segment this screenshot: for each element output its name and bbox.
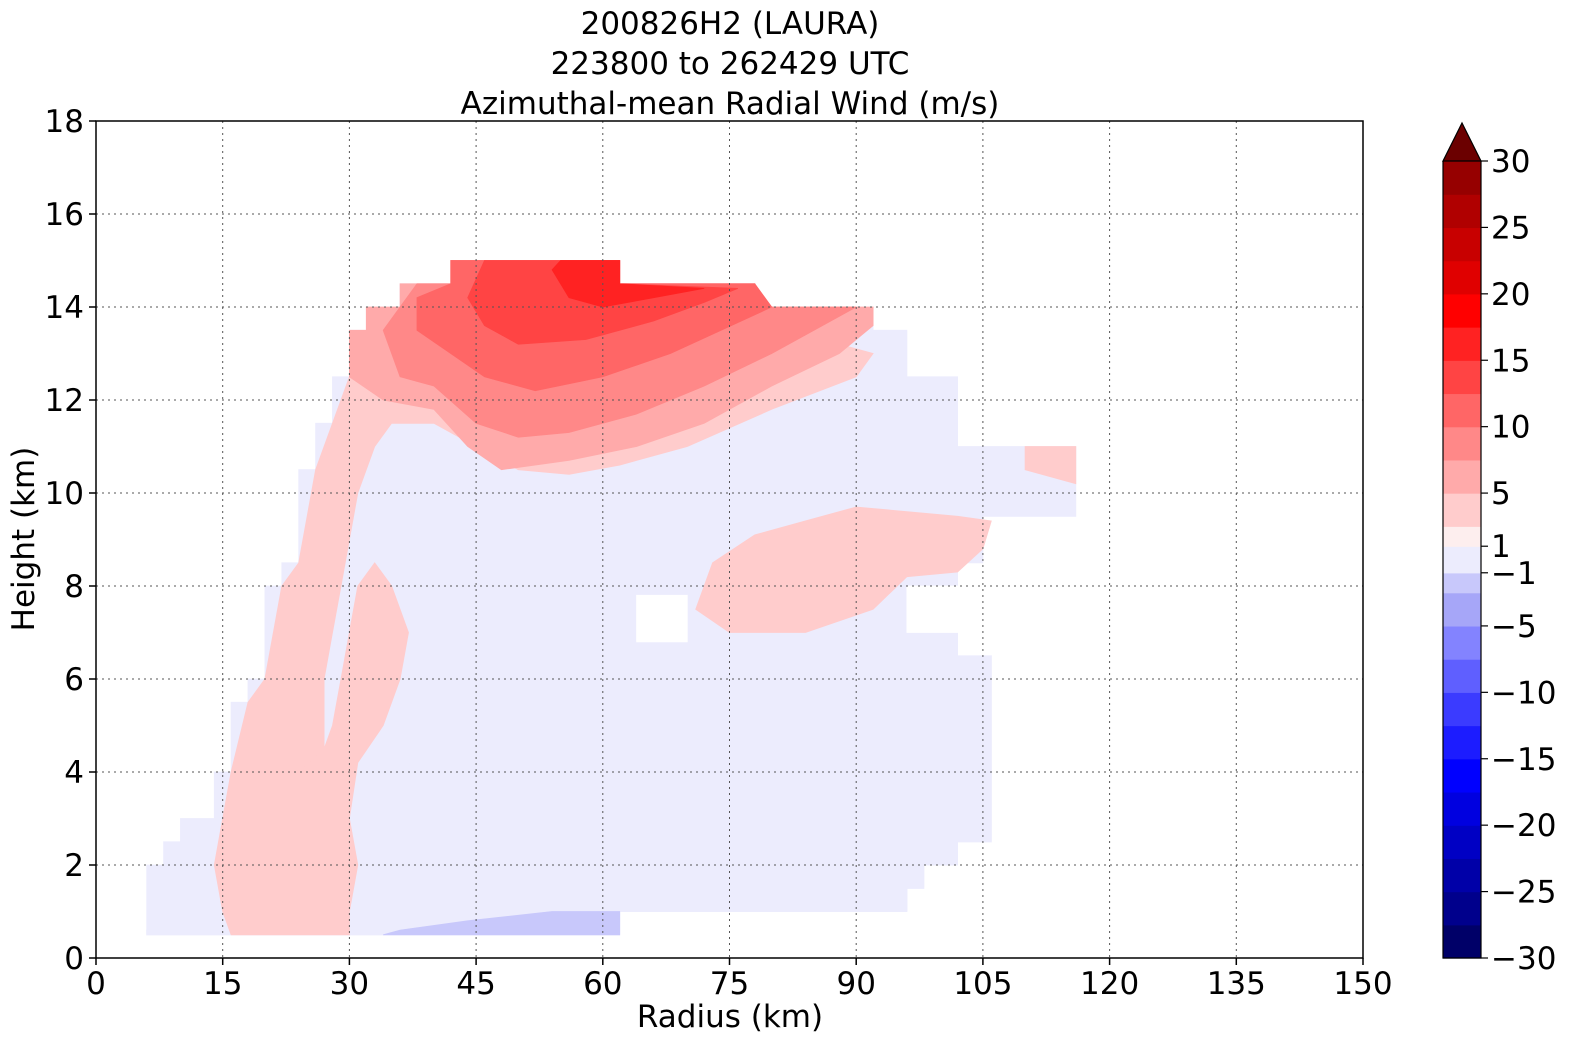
colorbar-tick-label: −15	[1491, 742, 1556, 778]
y-tick-label: 18	[45, 104, 84, 140]
colorbar-tick-label: −1	[1491, 556, 1537, 592]
colorbar-segment	[1443, 227, 1481, 262]
colorbar-segment	[1443, 758, 1481, 793]
colorbar-segment	[1443, 572, 1481, 594]
contour-region-8	[1024, 446, 1077, 485]
colorbar-segment	[1443, 360, 1481, 395]
colorbar-segment	[1443, 493, 1481, 527]
x-tick-label: 75	[710, 966, 749, 1002]
x-tick-label: 60	[583, 966, 622, 1002]
contour-region-7	[695, 506, 992, 633]
colorbar-segment	[1443, 858, 1481, 893]
contour-region-4	[383, 911, 621, 936]
x-tick-label: 90	[836, 966, 875, 1002]
colorbar-segment	[1443, 725, 1481, 760]
x-tick-label: 45	[456, 966, 495, 1002]
contour-region-3	[568, 376, 875, 536]
colorbar-segment	[1443, 459, 1481, 494]
colorbar-tick-label: 1	[1491, 529, 1511, 565]
y-axis-label: Height (km)	[6, 447, 42, 632]
chart-title: 200826H2 (LAURA) 223800 to 262429 UTC Az…	[461, 6, 1000, 122]
colorbar-segment	[1443, 625, 1481, 660]
x-tick-label: 105	[953, 966, 1012, 1002]
colorbar-tick-label: −5	[1491, 609, 1537, 645]
missing-data-region-0	[636, 594, 688, 643]
missing-data-region-1	[906, 585, 958, 633]
contour-region-2	[391, 762, 494, 857]
y-axis-ticks: 0 2 4 6 8 10 12 14 16 18	[45, 104, 96, 977]
contour-region-5	[213, 269, 874, 936]
colorbar-segment	[1443, 260, 1481, 295]
y-tick-label: 10	[45, 476, 84, 512]
x-tick-label: 15	[203, 966, 242, 1002]
colorbar-tick-label: 30	[1491, 144, 1530, 180]
colorbar-segment	[1443, 161, 1481, 195]
colorbar-tick-label: −25	[1491, 875, 1556, 911]
colorbar-segment	[1443, 194, 1481, 229]
colorbar-tick-label: 5	[1491, 476, 1511, 512]
colorbar-segment	[1443, 393, 1481, 428]
colorbar-segment	[1443, 526, 1481, 547]
colorbar-segment	[1443, 592, 1481, 627]
grid-lines	[96, 121, 1363, 958]
contour-region-13	[551, 260, 705, 308]
colorbar-tick-label: 20	[1491, 277, 1530, 313]
colorbar-segment	[1443, 327, 1481, 361]
x-tick-label: 150	[1333, 966, 1392, 1002]
colorbar-extend-triangle	[1442, 121, 1482, 162]
colorbar-segment	[1443, 426, 1481, 461]
contour-region-6	[239, 562, 409, 922]
x-tick-label: 0	[86, 966, 106, 1002]
title-line-2: 223800 to 262429 UTC	[551, 46, 910, 82]
y-tick-label: 14	[45, 290, 84, 326]
colorbar-segment	[1443, 692, 1481, 727]
y-tick-label: 0	[64, 941, 84, 977]
colorbar-segment	[1443, 825, 1481, 859]
colorbar-segment	[1443, 891, 1481, 926]
title-line-3: Azimuthal-mean Radial Wind (m/s)	[461, 86, 1000, 122]
x-tick-label: 30	[330, 966, 369, 1002]
y-tick-label: 8	[64, 569, 84, 605]
x-axis-ticks: 0 15 30 45 60 75 90 105 120 135 150	[86, 958, 1393, 1002]
colorbar-tick-label: −20	[1491, 808, 1556, 844]
colorbar-tick-label: 15	[1491, 343, 1530, 379]
colorbar-tick-label: −10	[1491, 675, 1556, 711]
y-tick-label: 4	[64, 755, 84, 791]
colorbar: 30 25 20 15 10 5 1−1 −5 −10 −15 −20 −25 −30	[1442, 121, 1556, 977]
contour-fills	[146, 260, 1077, 936]
colorbar-frame	[1442, 161, 1482, 959]
colorbar-tick-label: −30	[1491, 941, 1556, 977]
colorbar-segment	[1443, 293, 1481, 328]
y-tick-label: 12	[45, 383, 84, 419]
colorbar-segment	[1443, 546, 1481, 574]
colorbar-segment	[1443, 791, 1481, 826]
colorbar-tick-label: 10	[1491, 410, 1530, 446]
y-tick-label: 16	[45, 197, 84, 233]
x-axis-label: Radius (km)	[637, 999, 823, 1035]
x-tick-label: 120	[1080, 966, 1139, 1002]
colorbar-segment	[1443, 659, 1481, 693]
y-tick-label: 6	[64, 662, 84, 698]
x-tick-label: 135	[1207, 966, 1266, 1002]
colorbar-tick-label: 25	[1491, 210, 1530, 246]
title-line-1: 200826H2 (LAURA)	[581, 6, 880, 42]
colorbar-segment	[1443, 924, 1481, 959]
y-tick-label: 2	[64, 848, 84, 884]
